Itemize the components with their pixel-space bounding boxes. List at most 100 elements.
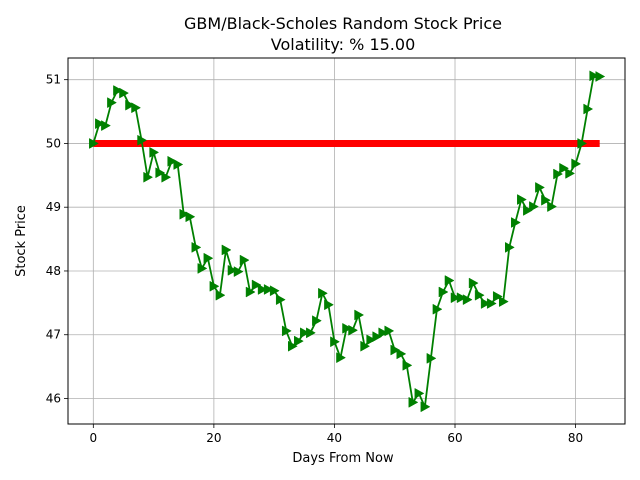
price-point-marker	[402, 359, 413, 371]
price-point-marker	[486, 298, 497, 309]
price-point-marker	[113, 85, 123, 96]
x-tick-label: 60	[447, 431, 462, 445]
price-point-marker	[167, 155, 178, 167]
price-point-marker	[107, 97, 117, 109]
price-point-marker	[583, 103, 594, 115]
price-point-marker	[414, 387, 425, 399]
x-tick-label: 80	[568, 431, 583, 445]
y-tick-label: 49	[46, 200, 61, 214]
price-point-marker	[438, 286, 449, 298]
price-point-marker	[119, 87, 129, 99]
price-point-marker	[595, 71, 606, 82]
price-point-marker	[149, 146, 160, 158]
price-point-marker	[541, 194, 551, 206]
price-point-marker	[535, 182, 545, 193]
chart-title: GBM/Black-Scholes Random Stock Price	[184, 14, 502, 33]
price-point-marker	[281, 325, 292, 337]
price-point-marker	[360, 340, 371, 352]
price-point-marker	[330, 336, 340, 348]
price-point-marker	[444, 275, 455, 286]
price-point-marker	[294, 335, 304, 347]
price-point-marker	[559, 162, 570, 174]
price-point-marker	[529, 201, 539, 212]
price-point-marker	[137, 134, 148, 146]
price-point-marker	[378, 327, 389, 339]
price-point-marker	[233, 266, 244, 278]
price-point-marker	[143, 171, 154, 183]
price-point-marker	[215, 289, 226, 301]
plot-frame	[67, 57, 626, 425]
price-point-marker	[312, 315, 322, 327]
y-tick-label: 46	[46, 391, 61, 405]
price-point-marker	[209, 280, 220, 292]
chart-subtitle: Volatility: % 15.00	[271, 35, 416, 54]
price-point-marker	[342, 322, 353, 334]
price-point-marker	[456, 292, 467, 304]
price-point-marker	[408, 396, 419, 408]
price-point-marker	[505, 241, 515, 253]
price-point-marker	[191, 241, 202, 253]
price-point-marker	[287, 340, 298, 352]
price-point-marker	[306, 327, 316, 339]
price-point-marker	[203, 252, 214, 264]
y-axis-label: Stock Price	[14, 205, 29, 277]
price-point-marker	[468, 277, 479, 289]
price-point-marker	[348, 324, 359, 336]
price-point-marker	[366, 334, 377, 346]
price-point-marker	[384, 325, 395, 337]
y-tick-label: 47	[46, 328, 61, 342]
y-tick-label: 50	[46, 136, 61, 150]
price-point-marker	[523, 204, 533, 216]
plot-series	[89, 70, 606, 413]
price-point-marker	[269, 285, 280, 297]
price-point-marker	[318, 287, 328, 299]
price-point-marker	[275, 294, 286, 306]
price-point-marker	[462, 294, 473, 306]
price-point-marker	[571, 158, 582, 170]
price-point-marker	[185, 211, 196, 223]
price-point-marker	[251, 279, 262, 291]
price-point-marker	[336, 352, 346, 364]
price-point-marker	[372, 331, 383, 343]
price-point-marker	[161, 171, 172, 183]
price-point-marker	[492, 291, 503, 302]
axis-ticks: 0 20 40 60 80 46 47 48 49 50 51	[46, 73, 583, 445]
price-point-marker	[565, 167, 576, 179]
price-point-marker	[498, 296, 509, 307]
price-point-marker	[173, 159, 184, 170]
price-point-marker	[589, 70, 600, 82]
price-point-marker	[324, 299, 334, 311]
price-point-marker	[511, 217, 521, 228]
x-tick-label: 20	[206, 431, 221, 445]
price-point-marker	[450, 292, 461, 304]
price-point-marker	[300, 327, 310, 339]
price-point-marker	[420, 401, 431, 413]
price-point-marker	[239, 254, 250, 266]
price-point-marker	[197, 262, 208, 274]
x-axis-label: Days From Now	[292, 451, 394, 466]
price-point-marker	[89, 138, 99, 149]
price-point-marker	[432, 303, 443, 315]
price-point-marker	[354, 309, 365, 321]
price-point-marker	[125, 99, 136, 111]
price-point-marker	[396, 348, 407, 360]
price-point-marker	[390, 344, 401, 356]
y-tick-label: 51	[46, 73, 61, 87]
price-point-marker	[480, 298, 491, 309]
price-point-marker	[221, 244, 232, 256]
price-point-marker	[245, 286, 256, 298]
price-point-marker	[227, 264, 238, 276]
price-point-marker	[553, 168, 563, 180]
price-point-marker	[257, 284, 268, 295]
price-point-marker	[517, 194, 527, 205]
price-point-marker	[155, 167, 166, 179]
price-point-marker	[474, 289, 485, 301]
price-point-marker	[426, 352, 437, 364]
price-point-marker	[101, 120, 111, 132]
price-point-marker	[179, 208, 190, 220]
y-tick-label: 48	[46, 264, 61, 278]
x-tick-label: 0	[89, 431, 97, 445]
price-point-marker	[263, 284, 274, 295]
